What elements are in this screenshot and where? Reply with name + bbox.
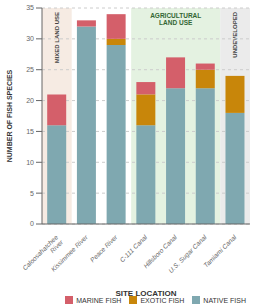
svg-text:10: 10	[26, 159, 34, 166]
html-text:EXOTIC FISH: EXOTIC FISH	[140, 296, 185, 304]
svg-text:30: 30	[26, 35, 34, 42]
svg-text:NUMBER OF FISH SPECIES: NUMBER OF FISH SPECIES	[8, 69, 13, 162]
svg-text:5: 5	[30, 190, 34, 197]
svg-text:MIXED LAND USE: MIXED LAND USE	[54, 12, 60, 63]
svg-text:Hillsboro Canal: Hillsboro Canal	[141, 233, 178, 270]
svg-text:Tamiami Canal: Tamiami Canal	[202, 233, 238, 269]
svg-text:20: 20	[26, 97, 34, 104]
svg-text:35: 35	[26, 4, 34, 11]
html-text:MARINE FISH: MARINE FISH	[76, 296, 122, 304]
svg-text:C-111 Canal: C-111 Canal	[118, 233, 148, 263]
svg-text:0: 0	[30, 220, 34, 227]
svg-text:Kissimmee River: Kissimmee River	[49, 233, 89, 273]
html-text:NATIVE FISH: NATIVE FISH	[203, 296, 246, 304]
svg-text:Peace River: Peace River	[89, 233, 120, 264]
svg-text:25: 25	[26, 66, 34, 73]
svg-text:UNDEVELOPED: UNDEVELOPED	[232, 11, 238, 57]
svg-text:AGRICULTURALLAND USE: AGRICULTURALLAND USE	[150, 12, 201, 26]
svg-text:SITE LOCATION: SITE LOCATION	[115, 289, 176, 298]
svg-text:15: 15	[26, 128, 34, 135]
svg-text:CaloosahatcheeRiver: CaloosahatcheeRiver	[21, 233, 65, 277]
svg-text:U.S. Sugar Canal: U.S. Sugar Canal	[167, 233, 209, 275]
